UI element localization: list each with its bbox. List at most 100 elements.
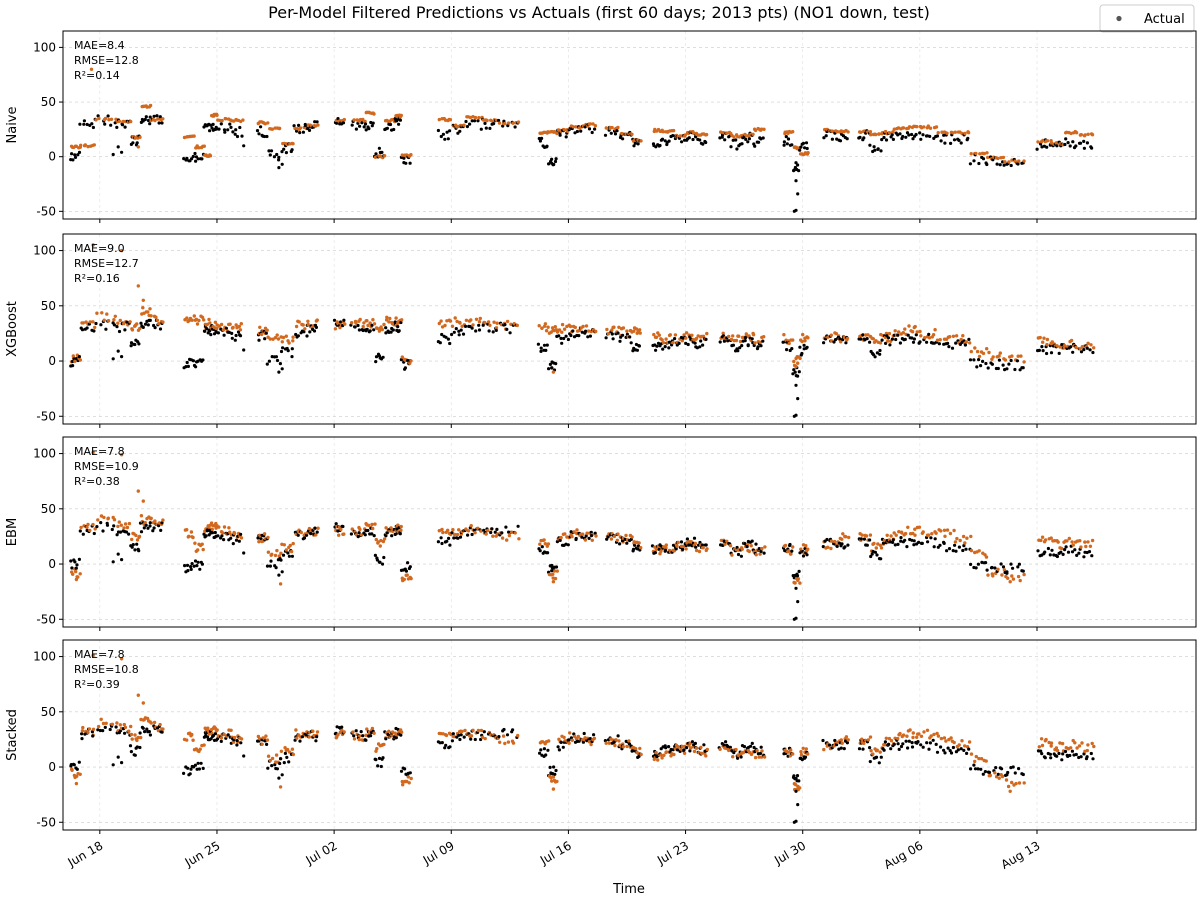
predicted-point: [407, 781, 411, 785]
actual-point: [726, 339, 730, 343]
actual-point: [148, 733, 152, 737]
predicted-point: [95, 311, 99, 315]
data-points: [69, 653, 1096, 824]
predicted-point: [274, 760, 278, 764]
actual-point: [450, 531, 454, 535]
actual-point: [384, 326, 388, 330]
predicted-point: [723, 542, 727, 546]
actual-point: [951, 549, 955, 553]
actual-point: [724, 740, 728, 744]
actual-point: [506, 124, 510, 128]
predicted-point: [222, 732, 226, 737]
actual-point: [879, 557, 883, 561]
predicted-point: [448, 319, 453, 323]
predicted-point: [350, 321, 354, 325]
actual-point: [332, 318, 337, 322]
predicted-point: [444, 733, 449, 738]
predicted-point: [705, 747, 709, 752]
predicted-point: [185, 316, 189, 320]
predicted-point: [832, 744, 836, 748]
y-axis-label: EBM: [5, 518, 20, 546]
predicted-point: [130, 328, 135, 332]
predicted-point: [275, 333, 279, 337]
actual-point: [797, 169, 801, 173]
predicted-point: [387, 320, 391, 324]
predicted-point: [1054, 746, 1059, 750]
predicted-point: [221, 531, 225, 535]
actual-point: [899, 744, 904, 749]
actual-point: [877, 761, 881, 765]
predicted-point: [440, 527, 444, 532]
predicted-point: [515, 323, 519, 328]
predicted-point: [783, 543, 788, 548]
actual-point: [884, 341, 888, 345]
actual-point: [745, 545, 749, 549]
actual-point: [211, 734, 215, 738]
metric-mae: MAE=7.8: [74, 445, 125, 458]
predicted-point: [996, 567, 1000, 571]
predicted-point: [213, 320, 218, 324]
actual-point: [277, 166, 281, 170]
actual-point: [674, 547, 678, 551]
actual-point: [606, 535, 610, 539]
actual-point: [845, 741, 850, 745]
predicted-point: [78, 358, 83, 362]
predicted-point: [121, 119, 126, 124]
predicted-point: [926, 124, 930, 128]
actual-point: [735, 147, 739, 151]
predicted-point: [260, 742, 264, 746]
actual-point: [1066, 141, 1070, 145]
predicted-point: [198, 747, 202, 751]
actual-point: [910, 741, 914, 745]
predicted-point: [135, 322, 139, 326]
actual-point: [265, 742, 269, 747]
actual-point: [160, 521, 164, 525]
actual-point: [985, 162, 989, 167]
actual-point: [911, 340, 916, 344]
predicted-point: [944, 739, 948, 743]
actual-point: [1061, 552, 1065, 557]
predicted-point: [747, 549, 751, 554]
actual-point: [786, 137, 791, 141]
actual-point: [1002, 163, 1006, 167]
actual-point: [1057, 751, 1061, 756]
predicted-point: [208, 154, 213, 158]
predicted-point: [542, 538, 546, 542]
predicted-point: [74, 569, 78, 574]
predicted-point: [506, 740, 511, 744]
actual-point: [574, 536, 578, 541]
actual-point: [92, 531, 96, 536]
actual-point: [554, 362, 558, 366]
actual-point: [238, 125, 242, 130]
predicted-point: [274, 753, 279, 757]
actual-point: [1082, 555, 1086, 559]
actual-point: [954, 341, 958, 345]
actual-point: [479, 737, 483, 742]
predicted-point: [107, 118, 111, 122]
actual-point: [981, 772, 985, 776]
predicted-point: [594, 329, 598, 334]
actual-point: [894, 337, 898, 342]
actual-point: [577, 334, 581, 338]
predicted-point: [673, 333, 678, 337]
actual-point: [790, 143, 794, 147]
actual-point: [488, 126, 492, 130]
actual-point: [115, 533, 119, 537]
actual-point: [750, 741, 754, 746]
actual-point: [1077, 551, 1081, 555]
actual-point: [754, 542, 758, 546]
actual-point: [539, 346, 543, 350]
predicted-point: [241, 118, 245, 122]
actual-point: [1078, 141, 1083, 145]
actual-point: [957, 138, 961, 142]
actual-point: [336, 117, 340, 121]
predicted-point: [734, 747, 738, 752]
actual-point: [70, 566, 74, 570]
actual-point: [131, 543, 135, 547]
predicted-point: [307, 735, 311, 739]
predicted-point: [384, 526, 388, 530]
predicted-point: [291, 335, 295, 339]
predicted-point: [1007, 160, 1011, 164]
actual-point: [440, 741, 444, 745]
actual-point: [229, 536, 233, 540]
